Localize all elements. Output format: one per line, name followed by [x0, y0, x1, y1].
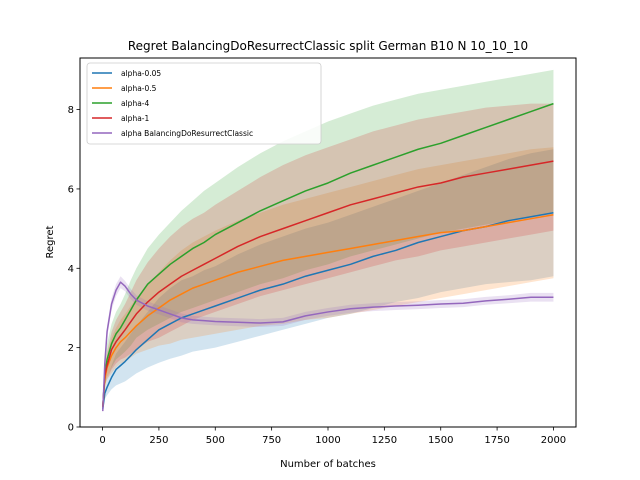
line-series-0	[102, 212, 554, 410]
legend-label-0: alpha-0.05	[121, 69, 161, 78]
y-axis-label: Regret	[45, 225, 56, 258]
chart-title: Regret BalancingDoResurrectClassic split…	[128, 39, 528, 53]
x-tick-label-6: 1500	[428, 435, 453, 446]
x-axis-label: Number of batches	[280, 459, 376, 470]
x-tick-label-8: 2000	[541, 435, 566, 446]
band-series-1	[102, 147, 554, 410]
band-series-0	[102, 149, 554, 412]
x-tick-label-3: 750	[262, 435, 281, 446]
x-tick-label-5: 1250	[372, 435, 397, 446]
legend-label-1: alpha-0.5	[121, 84, 157, 93]
legend-label-2: alpha-4	[121, 99, 149, 108]
y-tick-label-3: 6	[68, 184, 74, 195]
y-tick-label-0: 0	[68, 423, 74, 434]
x-tick-label-2: 500	[206, 435, 225, 446]
band-series-2	[102, 69, 554, 410]
band-series-3	[102, 103, 554, 410]
legend-label-4: alpha BalancingDoResurrectClassic	[121, 129, 253, 138]
legend-box	[86, 62, 322, 145]
x-axis-ticks: 0 250 500 750 1000 1250 1500 1750 2000	[99, 427, 566, 446]
y-tick-label-2: 4	[68, 264, 74, 275]
x-tick-label-0: 0	[99, 435, 105, 446]
line-series-3	[102, 160, 554, 408]
confidence-bands	[102, 69, 554, 414]
line-series-4	[102, 281, 554, 412]
y-tick-label-4: 8	[68, 105, 74, 116]
line-series-2	[102, 102, 554, 408]
y-tick-label-1: 2	[68, 343, 74, 354]
series-lines	[102, 102, 554, 412]
legend: alpha-0.05 alpha-0.5 alpha-4 alpha-1 alpha B…	[86, 62, 322, 145]
line-series-1	[102, 213, 554, 408]
y-axis-ticks: 0 2 4 6 8	[68, 105, 80, 434]
legend-label-3: alpha-1	[121, 114, 149, 123]
x-tick-label-7: 1750	[484, 435, 509, 446]
x-tick-label-1: 250	[149, 435, 168, 446]
x-tick-label-4: 1000	[315, 435, 340, 446]
